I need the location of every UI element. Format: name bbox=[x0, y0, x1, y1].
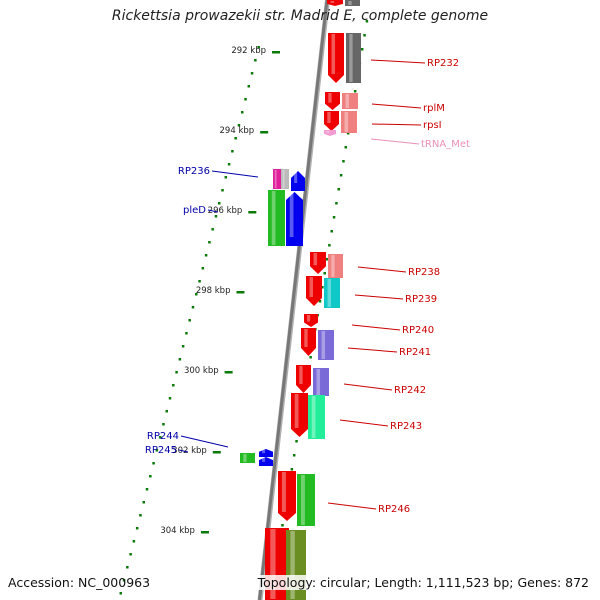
gene-label-rp246: RP246 bbox=[327, 502, 410, 515]
gene-label-text: RP238 bbox=[408, 267, 440, 278]
gene-rplm-partner bbox=[342, 93, 358, 109]
gene-rp246 bbox=[278, 471, 296, 521]
gene-rp245-a bbox=[259, 449, 273, 457]
gene-label-trna-met: tRNA_Met bbox=[370, 138, 470, 150]
gene-label-rp239: RP239 bbox=[354, 294, 437, 305]
map-title: Rickettsia prowazekii str. Madrid E, com… bbox=[111, 8, 489, 24]
scale-label: 296 kbp bbox=[208, 206, 243, 216]
gene-label-rp244: RP244 bbox=[147, 431, 229, 448]
gene-label-rp245: RP245 bbox=[145, 445, 189, 456]
gene-label-text: RP244 bbox=[147, 431, 179, 442]
gene-rp242-partner bbox=[313, 368, 329, 396]
left-track-guide bbox=[119, 46, 260, 595]
gene-label-text: RP246 bbox=[378, 504, 410, 515]
scale-marker: 300 kbp bbox=[184, 366, 233, 376]
gene-rp240 bbox=[304, 314, 318, 327]
gene-rp236-grey bbox=[281, 169, 289, 189]
gene-rp238-partner bbox=[328, 254, 343, 278]
gene-label-text: RP232 bbox=[427, 58, 459, 69]
gene-rp241 bbox=[301, 328, 316, 356]
gene-rp238 bbox=[310, 252, 326, 274]
gene-rp236 bbox=[273, 169, 281, 189]
scale-label: 304 kbp bbox=[160, 526, 195, 536]
gene-label-text: RP236 bbox=[178, 166, 210, 177]
scale-marker: 304 kbp bbox=[160, 526, 209, 536]
gene-label-text: rplM bbox=[423, 103, 445, 114]
gene-pled bbox=[286, 192, 303, 246]
gene-label-rp236: RP236 bbox=[178, 166, 259, 178]
gene-top-grey bbox=[345, 0, 360, 6]
gene-rp246-partner bbox=[297, 474, 315, 526]
gene-pled-green bbox=[268, 190, 285, 246]
gene-rp244 bbox=[240, 453, 255, 463]
gene-label-rp238: RP238 bbox=[357, 266, 440, 278]
gene-label-text: RP239 bbox=[405, 294, 437, 305]
gene-label-rp232: RP232 bbox=[370, 58, 459, 69]
scale-marker: 298 kbp bbox=[196, 286, 245, 296]
gene-label-text: pleD bbox=[183, 205, 206, 216]
scale-label: 302 kbp bbox=[172, 446, 207, 456]
genome-backbone bbox=[258, 0, 329, 600]
gene-rplm bbox=[325, 92, 340, 110]
scale-label: 294 kbp bbox=[220, 126, 255, 136]
gene-rp232-partner bbox=[346, 33, 361, 83]
gene-top-red bbox=[327, 0, 343, 6]
scale-marker: 292 kbp bbox=[231, 46, 280, 56]
scale-marker: 294 kbp bbox=[220, 126, 269, 136]
gene-label-rp243: RP243 bbox=[339, 419, 422, 432]
gene-label-text: RP245 bbox=[145, 445, 177, 456]
scale-label: 298 kbp bbox=[196, 286, 231, 296]
gene-label-text: RP240 bbox=[402, 325, 434, 336]
gene-rp241-partner bbox=[318, 330, 334, 360]
gene-trna-met bbox=[324, 130, 336, 136]
gene-rp242 bbox=[296, 365, 311, 393]
scale-marker: 302 kbp bbox=[172, 446, 221, 456]
accession-label: Accession: NC_000963 bbox=[8, 575, 151, 590]
gene-rp245-b bbox=[259, 457, 273, 466]
scale-label: 300 kbp bbox=[184, 366, 219, 376]
gene-rp243 bbox=[291, 393, 308, 437]
gene-label-rpsi: rpsI bbox=[371, 120, 442, 131]
gene-label-text: RP241 bbox=[399, 347, 431, 358]
gene-rp232 bbox=[328, 33, 344, 83]
scale-marker: 296 kbp bbox=[208, 206, 257, 216]
gene-rpsi bbox=[324, 111, 339, 131]
gene-label-text: RP243 bbox=[390, 421, 422, 432]
genome-summary: Topology: circular; Length: 1,111,523 bp… bbox=[255, 575, 591, 590]
scale-label: 292 kbp bbox=[231, 46, 266, 56]
gene-label-text: rpsI bbox=[423, 120, 442, 131]
gene-label-rp240: RP240 bbox=[351, 324, 434, 336]
gene-rp243-partner bbox=[308, 395, 325, 439]
gene-label-text: RP242 bbox=[394, 385, 426, 396]
gene-rp236-blue bbox=[291, 171, 305, 191]
gene-label-rplm: rplM bbox=[371, 103, 445, 114]
gene-rp239 bbox=[306, 276, 322, 306]
gene-rp239-partner bbox=[324, 278, 340, 308]
gene-label-rp241: RP241 bbox=[347, 347, 431, 358]
gene-label-pled: pleD bbox=[183, 205, 219, 216]
gene-rpsi-partner bbox=[341, 111, 357, 133]
gene-label-text: tRNA_Met bbox=[421, 139, 470, 150]
gene-label-rp242: RP242 bbox=[343, 383, 426, 396]
